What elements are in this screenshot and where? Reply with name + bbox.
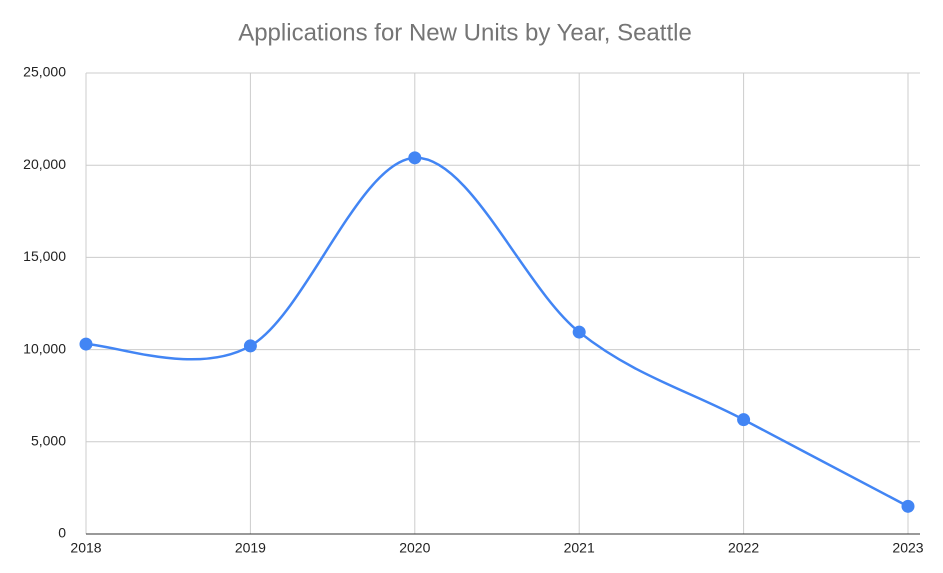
line [85, 156, 909, 508]
chart-title: Applications for New Units by Year, Seat… [238, 19, 692, 46]
x-tick-label: 2023 [892, 540, 923, 556]
y-tick-label: 0 [58, 525, 66, 541]
point [243, 339, 257, 353]
x-tick-label: 2019 [235, 540, 266, 556]
point [901, 499, 915, 513]
y-tick-label: 25,000 [23, 64, 66, 80]
y-tick-label: 15,000 [23, 248, 66, 264]
x-tick-label: 2018 [70, 540, 101, 556]
y-tick-label: 10,000 [23, 340, 66, 356]
point [79, 337, 93, 351]
x-tick-label: 2022 [728, 540, 759, 556]
y-tick-label: 20,000 [23, 156, 66, 172]
x-tick-label: 2021 [564, 540, 595, 556]
x-tick-label: 2020 [399, 540, 430, 556]
y-tick-label: 5,000 [31, 433, 66, 449]
point [737, 413, 751, 427]
point [572, 325, 586, 339]
point [408, 151, 422, 165]
